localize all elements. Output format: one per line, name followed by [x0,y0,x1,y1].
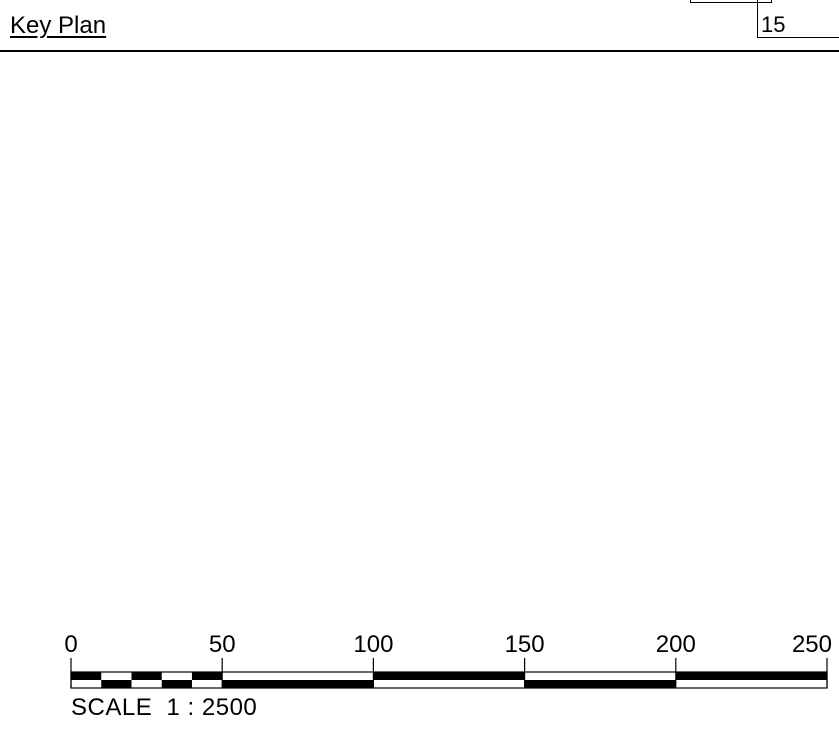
scale-bar: 0 50 100 150 200 250 [64,631,832,689]
page-title: Key Plan [10,12,107,39]
title-block-stub [690,0,772,3]
scale-caption: SCALE 1 : 2500 [71,694,258,721]
scale-subdivision-block [191,672,223,680]
scale-subdivision-block [131,672,162,680]
scale-segment-block [222,680,374,688]
scale-subdivision-block [101,680,132,688]
sheet-number-box [757,0,839,38]
header-divider [0,50,839,52]
scale-tick-label: 0 [64,631,77,658]
scale-tick-label: 250 [792,631,832,658]
scale-tick-label: 100 [353,631,393,658]
scale-tick-label: 150 [505,631,545,658]
scale-segment-block [373,672,525,680]
scale-tick-label: 200 [656,631,696,658]
scale-bar-outline [70,671,828,689]
scale-subdivision-block [71,672,102,680]
sheet-number: 15 [761,12,786,37]
scale-segment-block [524,680,676,688]
scale-subdivision-block [161,680,192,688]
scale-segment-block [675,672,827,680]
scale-tick-label: 50 [209,631,236,658]
